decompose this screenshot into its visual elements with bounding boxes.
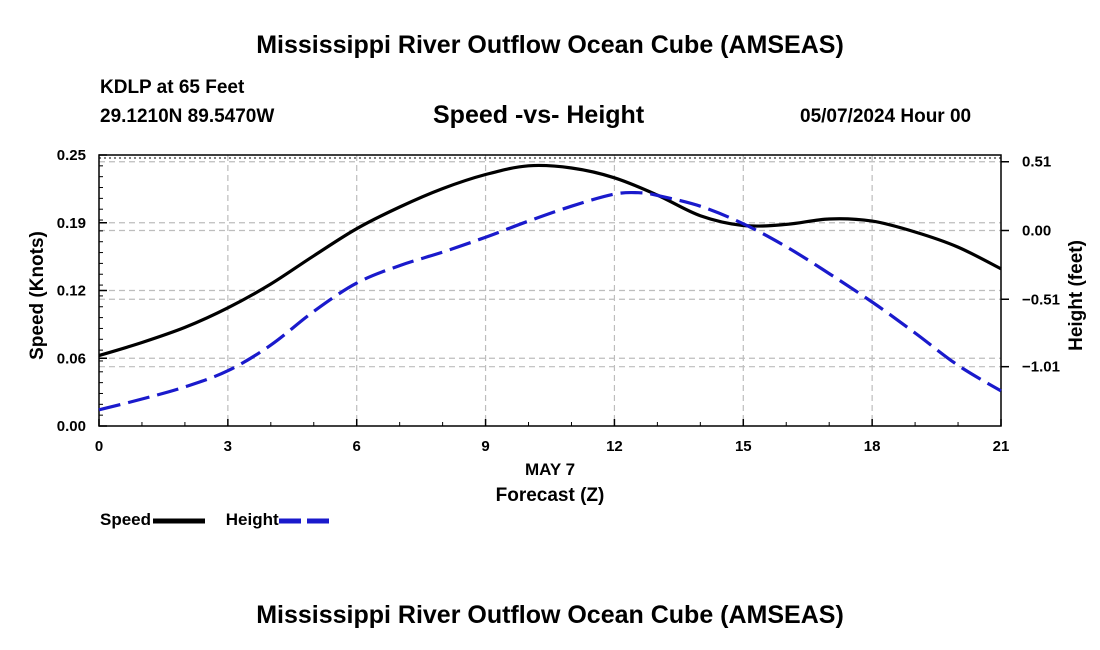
x-tick-label: 21: [993, 438, 1010, 455]
legend-label-speed: Speed: [100, 510, 152, 529]
coordinates-label: 29.1210N 89.5470W: [100, 106, 275, 127]
x-tick-label: 0: [95, 438, 103, 455]
y-tick-label: 0.25: [57, 147, 86, 164]
x-tick-label: 12: [606, 438, 623, 455]
datetime-label: 05/07/2024 Hour 00: [800, 106, 972, 127]
legend-label-height: Height: [225, 510, 279, 529]
y-tick-label: 0.12: [57, 283, 86, 300]
legend: Speed Height: [100, 510, 331, 530]
y2-tick-label: −1.01: [1022, 359, 1060, 376]
station-label: KDLP at 65 Feet: [100, 77, 245, 98]
x-tick-label: 3: [224, 438, 232, 455]
footer-title: Mississippi River Outflow Ocean Cube (AM…: [256, 601, 844, 629]
x-tick-label: 6: [353, 438, 361, 455]
x-tick-label: 15: [735, 438, 752, 455]
x-axis-label: Forecast (Z): [496, 485, 605, 506]
y2-tick-label: 0.51: [1022, 154, 1051, 171]
legend-swatch-height: [278, 518, 331, 524]
chart-title: Speed -vs- Height: [433, 101, 645, 129]
speed-height-chart: 0 3 6 9 12 15 18 21 0.00 0.06 0.12 0.19 0.25 −1.01 −0.…: [27, 147, 1087, 506]
y2-tick-label: 0.00: [1022, 223, 1051, 240]
grid-lines: [99, 155, 1001, 426]
series-line-speed: [98, 163, 1002, 358]
y-tick-label: 0.00: [57, 418, 86, 435]
x-tick-label: 9: [481, 438, 489, 455]
y-tick-label: 0.06: [57, 350, 86, 367]
y-axis-label: Speed (Knots): [27, 231, 48, 360]
y-tick-label: 0.19: [57, 215, 86, 232]
x-tick-label: 18: [864, 438, 881, 455]
x-axis-date-label: MAY 7: [525, 460, 575, 479]
axes: 0 3 6 9 12 15 18 21 0.00 0.06 0.12 0.19 0.25 −1.01 −0.…: [57, 147, 1060, 455]
page-title: Mississippi River Outflow Ocean Cube (AM…: [256, 31, 844, 59]
legend-swatch-speed: [153, 518, 206, 524]
y2-axis-label: Height (feet): [1066, 240, 1087, 351]
y2-tick-label: −0.51: [1022, 291, 1060, 308]
series-line-height: [98, 190, 1002, 412]
series-lines: [98, 163, 1002, 412]
